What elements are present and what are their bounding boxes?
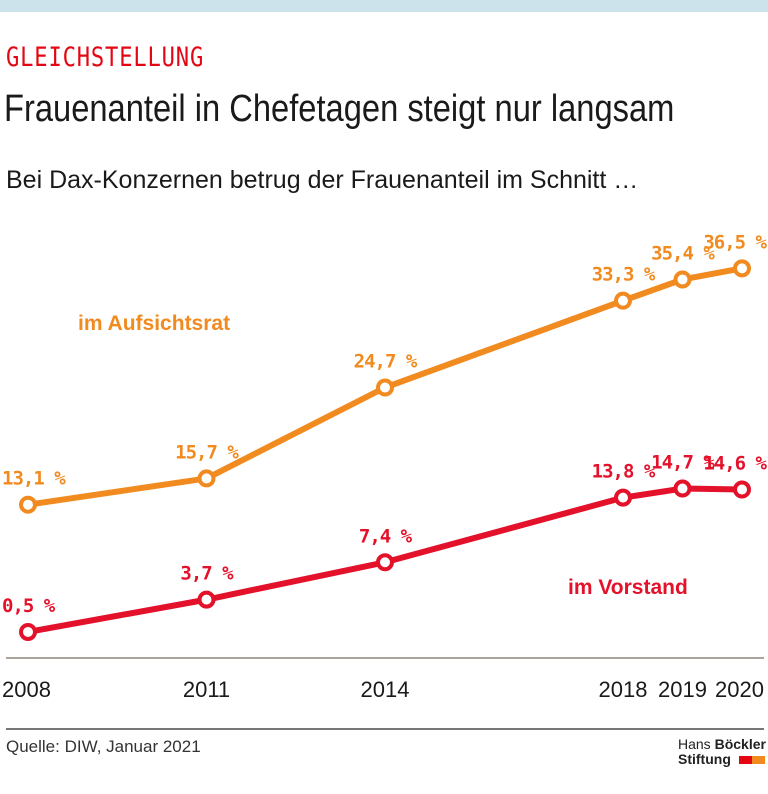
logo-square-orange xyxy=(751,756,765,765)
logo-square-red xyxy=(738,756,752,765)
x-tick-label: 2018 xyxy=(599,677,648,702)
data-label: 13,1 % xyxy=(2,468,66,490)
x-tick-label: 2008 xyxy=(2,677,51,702)
footer-divider xyxy=(6,728,764,730)
data-point xyxy=(197,469,216,488)
chart-subtitle: Bei Dax-Konzernen betrug der Frauenantei… xyxy=(6,166,639,194)
series-line-aufsichtsrat xyxy=(27,265,743,508)
data-label: 13,8 % xyxy=(592,461,656,483)
data-point xyxy=(614,488,632,507)
data-point xyxy=(733,259,751,278)
logo-text: Hans xyxy=(678,736,715,752)
hans-boeckler-logo: Hans Böckler Stiftung xyxy=(678,737,766,767)
data-label: 14,7 % xyxy=(651,452,715,474)
x-tick-label: 2011 xyxy=(183,677,230,702)
data-point xyxy=(19,622,37,641)
data-label: 24,7 % xyxy=(354,351,418,373)
series-label: im Vorstand xyxy=(568,576,688,599)
data-point xyxy=(733,480,751,499)
source-note: Quelle: DIW, Januar 2021 xyxy=(6,737,201,756)
x-tick-label: 2019 xyxy=(658,677,707,702)
data-point xyxy=(376,378,394,397)
data-label: 0,5 % xyxy=(2,595,56,617)
data-point xyxy=(614,291,632,310)
data-point xyxy=(197,590,216,609)
data-point xyxy=(19,495,37,514)
kicker: GLEICHSTELLUNG xyxy=(6,42,205,73)
data-label: 3,7 % xyxy=(180,563,234,585)
chart-title: Frauenanteil in Chefetagen steigt nur la… xyxy=(4,88,675,130)
x-tick-label: 2014 xyxy=(361,677,410,702)
logo-text: Böckler xyxy=(714,736,766,752)
data-label: 36,5 % xyxy=(703,231,767,253)
data-point xyxy=(376,553,394,572)
data-label: 35,4 % xyxy=(651,242,715,264)
line-chart: 2008 2011 2014 2018 2019 2020 13,1 % 15,7 % 24,7… xyxy=(2,231,768,702)
data-label: 15,7 % xyxy=(175,441,239,463)
data-label: 7,4 % xyxy=(359,525,413,547)
data-label: 33,3 % xyxy=(592,264,656,286)
data-point xyxy=(673,479,692,498)
logo-text: Stiftung xyxy=(678,751,731,767)
data-point xyxy=(673,270,692,289)
top-bar xyxy=(0,0,768,12)
series-label: im Aufsichtsrat xyxy=(78,312,230,335)
x-tick-label: 2020 xyxy=(715,677,764,702)
series-line-vorstand xyxy=(27,485,743,635)
data-label: 14,6 % xyxy=(703,453,767,475)
